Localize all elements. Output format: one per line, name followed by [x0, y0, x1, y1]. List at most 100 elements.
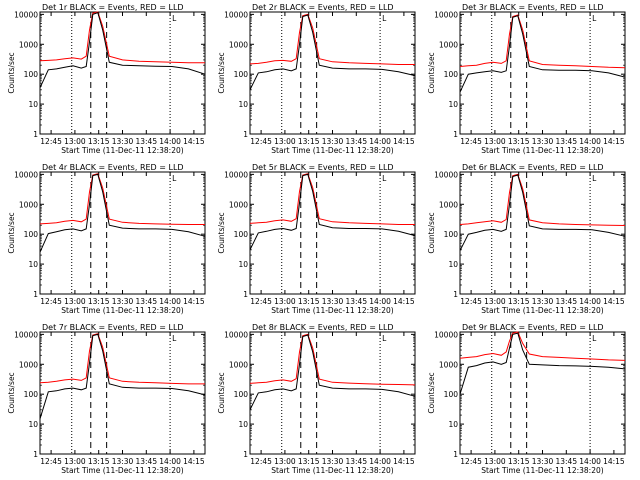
x-tick-label: 13:45 — [555, 297, 577, 306]
plot-frame — [459, 11, 626, 135]
chart-title: Det 1r BLACK = Events, RED = LLD — [42, 3, 184, 12]
x-tick-label: 13:45 — [345, 457, 367, 466]
x-tick-label: 14:15 — [393, 297, 415, 306]
y-axis-label: Counts/sec — [217, 52, 226, 93]
x-tick-label: 13:15 — [508, 297, 530, 306]
x-tick-label: 13:00 — [274, 297, 296, 306]
chart-title: Det 3r BLACK = Events, RED = LLD — [462, 3, 604, 12]
y-tick-label: 10 — [28, 260, 38, 269]
y-tick-label: 100 — [24, 390, 39, 399]
y-axis-label: Counts/sec — [427, 372, 436, 413]
lld-series-line — [459, 14, 626, 69]
x-tick-label: 13:30 — [322, 457, 344, 466]
chart-panel-3: Det 3r BLACK = Events, RED = LLD 1 10 100 10… — [427, 3, 626, 155]
x-tick-label: 13:15 — [88, 297, 110, 306]
y-axis-label: Counts/sec — [427, 52, 436, 93]
x-tick-label: 14:00 — [579, 457, 601, 466]
plot-frame — [459, 331, 626, 455]
y-tick-label: 100 — [24, 230, 39, 239]
x-tick-label: 14:15 — [183, 137, 205, 146]
x-axis-label: Start Time (11-Dec-11 12:38:20) — [481, 306, 603, 315]
events-series-line — [459, 332, 626, 395]
flag-label: L — [172, 174, 177, 183]
x-tick-label: 13:45 — [135, 297, 157, 306]
events-series-line — [459, 174, 626, 251]
y-tick-label: 10000 — [434, 330, 458, 339]
lld-series-line — [39, 173, 205, 225]
x-tick-label: 12:45 — [460, 457, 482, 466]
x-tick-label: 14:15 — [183, 457, 205, 466]
lld-series-line — [459, 173, 626, 226]
y-tick-label: 1 — [243, 290, 248, 299]
x-tick-label: 13:30 — [112, 457, 134, 466]
flag-label: L — [592, 14, 597, 23]
chart-panel-4: Det 4r BLACK = Events, RED = LLD 1 10 100 10… — [7, 163, 206, 315]
x-tick-label: 13:00 — [64, 297, 86, 306]
x-tick-label: 13:30 — [322, 137, 344, 146]
x-tick-label: 14:15 — [603, 137, 625, 146]
x-tick-label: 13:00 — [64, 137, 86, 146]
y-tick-label: 10 — [448, 260, 458, 269]
x-tick-label: 12:45 — [40, 457, 62, 466]
x-tick-label: 14:00 — [159, 137, 181, 146]
x-tick-label: 13:45 — [345, 137, 367, 146]
y-tick-label: 1000 — [229, 200, 248, 209]
x-tick-label: 13:15 — [508, 137, 530, 146]
lld-series-line — [249, 173, 415, 225]
x-tick-label: 12:45 — [250, 137, 272, 146]
x-tick-label: 13:15 — [298, 137, 320, 146]
flag-label: L — [382, 334, 387, 343]
y-tick-label: 1000 — [229, 360, 248, 369]
y-tick-label: 100 — [444, 390, 459, 399]
flag-label: L — [592, 174, 597, 183]
x-tick-label: 14:15 — [183, 297, 205, 306]
y-tick-label: 1000 — [229, 40, 248, 49]
chart-panel-2: Det 2r BLACK = Events, RED = LLD 1 10 100 10… — [217, 3, 416, 155]
x-tick-label: 12:45 — [250, 297, 272, 306]
x-tick-label: 14:00 — [369, 137, 391, 146]
x-tick-label: 13:45 — [555, 137, 577, 146]
x-tick-label: 14:00 — [159, 297, 181, 306]
plot-frame — [249, 331, 416, 455]
lld-series-line — [39, 11, 205, 64]
y-tick-label: 1 — [453, 290, 458, 299]
lld-series-line — [249, 333, 416, 386]
flag-label: L — [382, 174, 387, 183]
y-tick-label: 1 — [243, 450, 248, 459]
x-tick-label: 13:15 — [508, 457, 530, 466]
x-tick-label: 13:30 — [112, 137, 134, 146]
y-tick-label: 1 — [453, 130, 458, 139]
plot-frame — [249, 171, 416, 295]
x-axis-label: Start Time (11-Dec-11 12:38:20) — [271, 306, 393, 315]
y-tick-label: 1000 — [19, 40, 38, 49]
events-series-line — [39, 11, 206, 89]
plot-frame — [459, 171, 626, 295]
y-tick-label: 1000 — [439, 200, 458, 209]
y-tick-label: 10 — [448, 420, 458, 429]
chart-title: Det 7r BLACK = Events, RED = LLD — [42, 323, 184, 332]
chart-title: Det 2r BLACK = Events, RED = LLD — [252, 3, 394, 12]
y-axis-label: Counts/sec — [217, 372, 226, 413]
y-tick-label: 1 — [33, 450, 38, 459]
chart-panel-8: Det 8r BLACK = Events, RED = LLD 1 10 100 10… — [217, 323, 416, 475]
events-series-line — [249, 14, 416, 91]
x-tick-label: 13:45 — [555, 457, 577, 466]
x-tick-label: 12:45 — [460, 137, 482, 146]
x-tick-label: 13:15 — [88, 137, 110, 146]
y-tick-label: 1000 — [439, 360, 458, 369]
y-tick-label: 10 — [28, 100, 38, 109]
x-axis-label: Start Time (11-Dec-11 12:38:20) — [271, 146, 393, 155]
y-tick-label: 10000 — [14, 330, 38, 339]
x-tick-label: 12:45 — [250, 457, 272, 466]
chart-panel-7: Det 7r BLACK = Events, RED = LLD 1 10 100 10… — [7, 323, 206, 475]
chart-panel-1: Det 1r BLACK = Events, RED = LLD 1 10 100 10… — [7, 3, 206, 155]
x-tick-label: 13:00 — [64, 457, 86, 466]
x-tick-label: 14:15 — [603, 297, 625, 306]
x-tick-label: 14:15 — [393, 457, 415, 466]
x-tick-label: 13:30 — [532, 457, 554, 466]
x-tick-label: 14:00 — [579, 137, 601, 146]
events-series-line — [459, 15, 626, 93]
x-tick-label: 13:30 — [322, 297, 344, 306]
y-tick-label: 10000 — [224, 10, 248, 19]
